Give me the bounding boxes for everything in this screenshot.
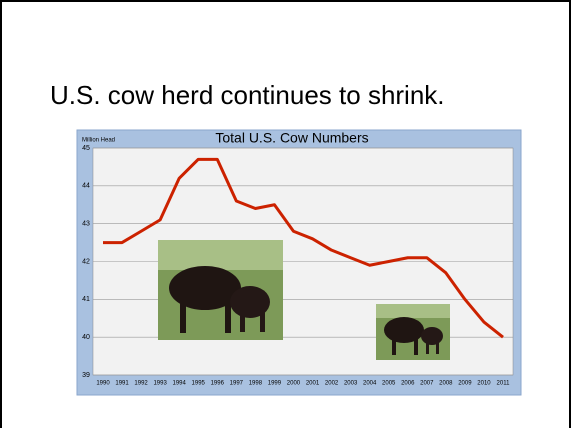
calf-leg [426,340,429,354]
y-tick-label: 41 [82,296,90,303]
line-layer [103,157,504,339]
x-tick-label: 2002 [325,381,339,387]
photo-sky [376,304,450,318]
x-tick-label: 1996 [211,381,225,387]
photo-sky [158,240,283,270]
y-tick-label: 43 [82,221,90,228]
calf-leg [260,310,265,332]
photo [376,304,450,360]
cow-leg [225,295,231,333]
x-tick-label: 2003 [344,381,358,387]
cow-leg [392,335,396,355]
cow-leg [180,295,186,333]
calf-leg [240,310,245,332]
calf-leg [436,340,439,354]
y-tick-label: 45 [82,145,90,152]
x-tick-label: 1998 [249,381,263,387]
slide-title: U.S. cow herd continues to shrink. [50,80,445,110]
x-tick-label: 2008 [439,381,453,387]
x-tick-label: 2011 [497,381,511,387]
x-tick-label: 1999 [268,381,282,387]
calf [421,327,443,345]
x-tick-label: 2000 [287,381,301,387]
x-tick-label: 1992 [134,381,148,387]
y-tick-label: 42 [82,258,90,265]
x-tick-label: 2006 [401,381,415,387]
data-line [103,157,504,339]
y-tick-label: 40 [82,334,90,341]
cow-leg [414,335,418,355]
x-tick-label: 2007 [420,381,434,387]
x-tick-label: 2009 [458,381,472,387]
x-tick-label: 1993 [153,381,167,387]
photo [158,240,283,340]
x-tick-label: 2005 [382,381,396,387]
x-tick-label: 1994 [173,381,187,387]
x-tick-label: 1997 [230,381,244,387]
x-tick-label: 1990 [96,381,110,387]
x-tick-label: 2004 [363,381,377,387]
y-tick-label: 44 [82,183,90,190]
chart-title: Total U.S. Cow Numbers [215,130,368,146]
y-tick-label: 39 [82,372,90,379]
x-tick-label: 2010 [477,381,491,387]
x-tick-label: 1991 [115,381,129,387]
y-axis-label: Million Head [82,138,115,144]
x-tick-label: 2001 [306,381,320,387]
x-tick-label: 1995 [192,381,206,387]
cow [169,266,241,310]
